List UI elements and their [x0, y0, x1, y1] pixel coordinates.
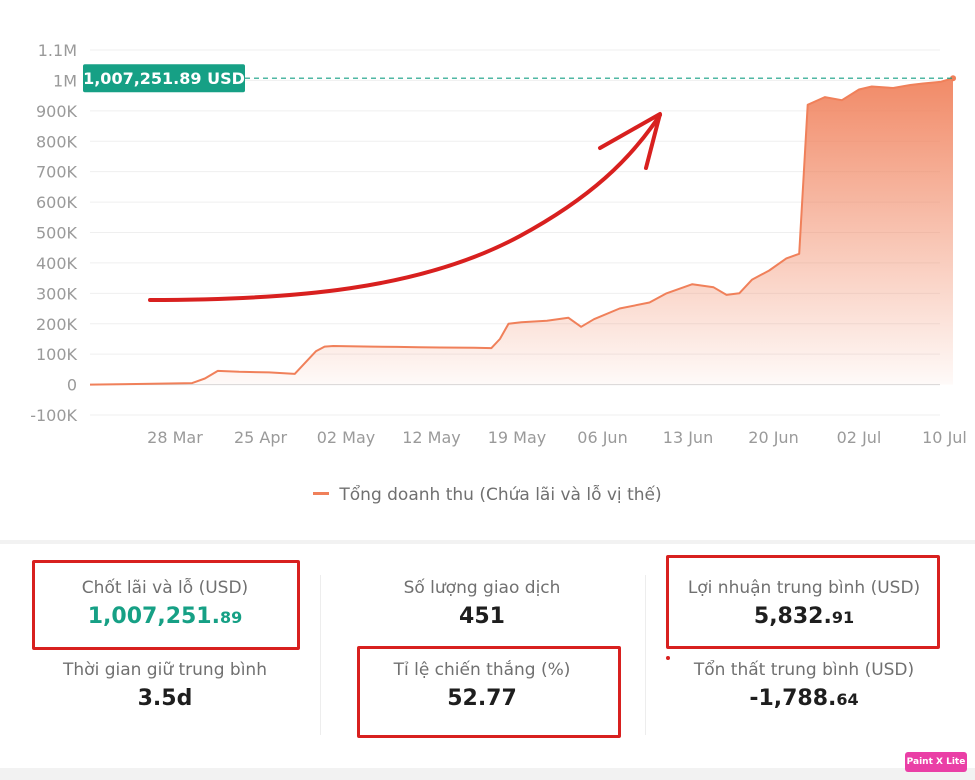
avg-hold-time-stat: Thời gian giữ trung bình 3.5d	[40, 660, 290, 711]
avg-loss-label: Tổn thất trung bình (USD)	[693, 660, 915, 680]
y-tick-label: 400K	[36, 254, 78, 273]
x-tick-label: 25 Apr	[234, 428, 288, 447]
trade-count-stat: Số lượng giao dịch 451	[357, 578, 607, 629]
pnl-chart-svg: 1.1M 1M 900K 800K 700K 600K 500K 400K 300K 200K 10…	[30, 41, 967, 447]
x-tick-label: 28 Mar	[147, 428, 203, 447]
bottom-strip	[0, 768, 975, 780]
section-divider	[0, 540, 975, 544]
win-rate-stat: Tỉ lệ chiến thắng (%) 52.77	[357, 660, 607, 711]
trend-arrow-head	[598, 112, 662, 170]
area-fill	[90, 78, 953, 385]
avg-loss-stat: Tổn thất trung bình (USD) -1,788.64	[674, 660, 934, 711]
avg-profit-label: Lợi nhuận trung bình (USD)	[687, 578, 921, 598]
paint-x-lite-watermark: Paint X Lite	[905, 752, 967, 772]
y-tick-label: 100K	[36, 345, 78, 364]
win-rate-label: Tỉ lệ chiến thắng (%)	[393, 660, 571, 680]
data-point	[950, 75, 957, 82]
chart-legend[interactable]: Tổng doanh thu (Chứa lãi và lỗ vị thế)	[0, 485, 975, 505]
y-tick-label: 600K	[36, 193, 78, 212]
highlight-box-win-rate	[357, 646, 621, 738]
legend-label: Tổng doanh thu (Chứa lãi và lỗ vị thế)	[339, 485, 662, 505]
realized-pnl-stat: Chốt lãi và lỗ (USD) 1,007,251.89	[40, 578, 290, 629]
x-tick-label: 02 Jul	[837, 428, 882, 447]
realized-pnl-value: 1,007,251.89	[87, 604, 243, 629]
series-line	[89, 77, 954, 386]
y-tick-label: 0	[67, 376, 77, 395]
avg-hold-time-value: 3.5d	[137, 686, 193, 711]
highlight-box-realized-pnl	[32, 560, 300, 650]
win-rate-value: 52.77	[447, 686, 517, 711]
pnl-chart: 1.1M 1M 900K 800K 700K 600K 500K 400K 300K 200K 10…	[0, 41, 975, 505]
x-tick-label: 19 May	[488, 428, 547, 447]
trend-arrow	[148, 113, 662, 302]
column-separator	[645, 575, 646, 735]
highlight-box-avg-profit	[666, 555, 940, 649]
y-tick-label: 1M	[53, 71, 77, 90]
x-tick-label: 10 Jul	[922, 428, 967, 447]
realized-pnl-label: Chốt lãi và lỗ (USD)	[81, 578, 249, 598]
avg-loss-value: -1,788.64	[749, 686, 859, 711]
x-tick-label: 12 May	[402, 428, 461, 447]
y-tick-label: 700K	[36, 163, 78, 182]
y-tick-label: -100K	[30, 406, 77, 425]
legend-swatch	[313, 491, 330, 495]
max-value-tag	[83, 64, 245, 93]
y-tick-label: 500K	[36, 224, 78, 243]
y-tick-label: 200K	[36, 315, 78, 334]
y-tick-label: 300K	[36, 284, 78, 303]
x-tick-label: 13 Jun	[663, 428, 713, 447]
annotation-dot	[666, 656, 670, 660]
avg-hold-time-label: Thời gian giữ trung bình	[63, 660, 267, 680]
x-tick-label: 02 May	[317, 428, 376, 447]
max-value-label: 1,007,251.89 USD	[83, 69, 245, 88]
y-tick-label: 900K	[36, 102, 78, 121]
avg-profit-stat: Lợi nhuận trung bình (USD) 5,832.91	[674, 578, 934, 629]
y-tick-label: 800K	[36, 132, 78, 151]
x-tick-label: 06 Jun	[577, 428, 627, 447]
avg-profit-value: 5,832.91	[753, 604, 855, 629]
trade-count-label: Số lượng giao dịch	[403, 578, 561, 598]
column-separator	[320, 575, 321, 735]
trade-count-value: 451	[459, 604, 505, 629]
y-tick-label: 1.1M	[38, 41, 77, 60]
x-tick-label: 20 Jun	[748, 428, 798, 447]
